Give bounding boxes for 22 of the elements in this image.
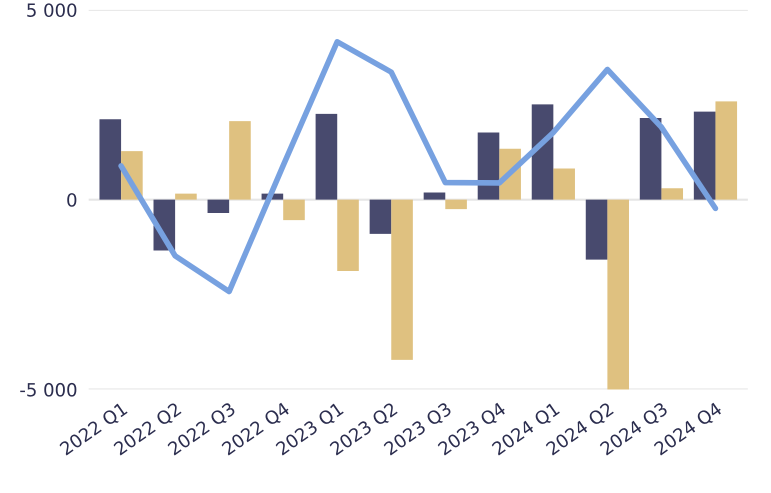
bar — [229, 121, 251, 200]
bar — [391, 200, 413, 360]
y-tick-label: 5 000 — [27, 3, 76, 17]
bar — [661, 188, 684, 200]
bar — [445, 200, 467, 210]
bar — [694, 112, 716, 200]
bar — [532, 104, 554, 200]
bar — [553, 168, 575, 200]
bar — [586, 200, 608, 260]
bar — [370, 200, 392, 234]
bar — [337, 200, 359, 272]
bar — [715, 101, 738, 200]
y-tick-label: 0 — [67, 193, 76, 207]
bar — [640, 118, 662, 200]
bar — [607, 200, 629, 390]
bar — [424, 192, 446, 200]
bar — [99, 119, 122, 200]
bar — [175, 194, 197, 200]
bar — [316, 114, 338, 200]
bar — [208, 200, 230, 213]
y-tick-label: -5 000 — [20, 382, 76, 397]
bar — [283, 200, 305, 220]
